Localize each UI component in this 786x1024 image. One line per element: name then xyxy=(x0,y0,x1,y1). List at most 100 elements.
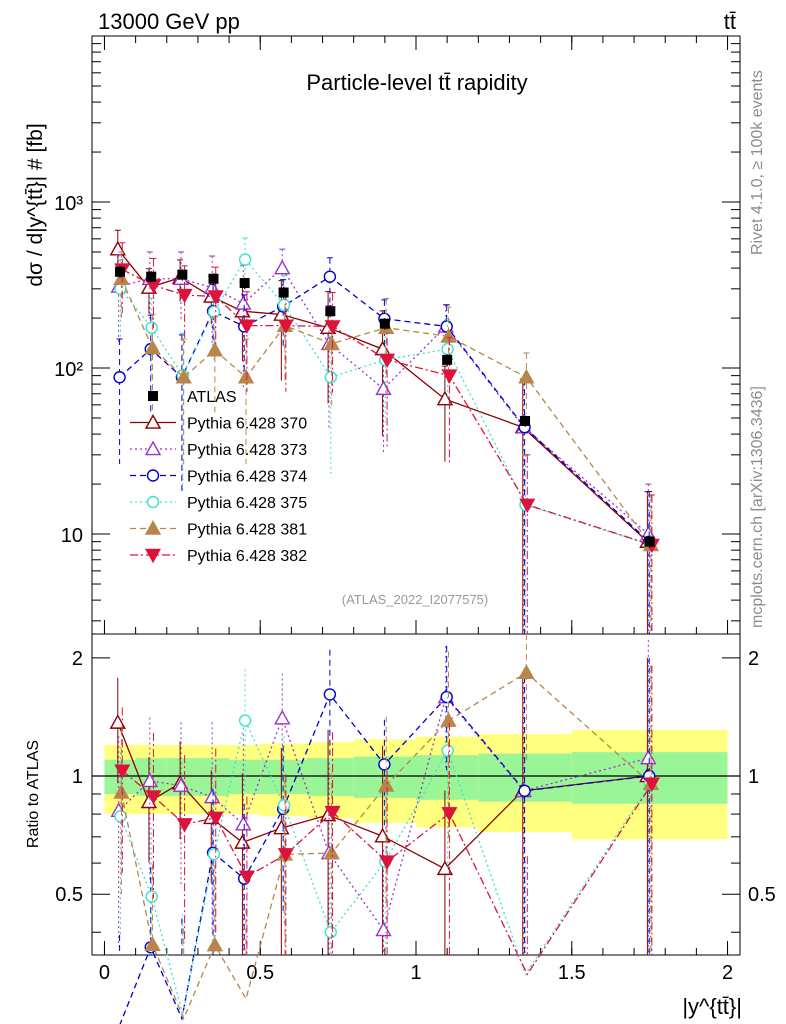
ratio-point xyxy=(441,744,454,757)
ratio-point xyxy=(323,844,340,860)
legend-marker xyxy=(146,469,160,482)
series-6 xyxy=(114,242,660,634)
data-point xyxy=(176,288,193,304)
data-point xyxy=(436,390,454,406)
legend-marker xyxy=(146,495,160,509)
legend-marker xyxy=(148,391,158,401)
ratio-point xyxy=(518,664,535,679)
data-point xyxy=(144,339,161,355)
legend-entry: Pythia 6.428 382 xyxy=(130,548,307,565)
data-point xyxy=(234,302,251,318)
legend-label: Pythia 6.428 381 xyxy=(187,522,307,539)
ratio-band-inner xyxy=(306,758,354,796)
ratio-point xyxy=(436,860,454,876)
data-point xyxy=(518,368,535,384)
atlas-point xyxy=(644,536,655,547)
atlas-point xyxy=(520,415,531,426)
ratio-point xyxy=(323,688,337,701)
data-point xyxy=(519,498,536,514)
data-point xyxy=(323,335,340,351)
data-point xyxy=(277,319,294,334)
data-point xyxy=(324,371,337,384)
ratio-tick-label-right: 2 xyxy=(748,648,759,670)
ratio-tick-label: 0.5 xyxy=(55,884,83,906)
data-point xyxy=(441,342,454,356)
energy-label: 13000 GeV pp xyxy=(98,9,240,34)
y-tick-label: 10² xyxy=(54,359,83,381)
atlas-point xyxy=(442,354,453,365)
legend-label: Pythia 6.428 375 xyxy=(187,495,307,512)
ratio-point xyxy=(114,810,127,823)
series-4 xyxy=(114,237,657,634)
data-point xyxy=(441,369,458,384)
ratio-point xyxy=(114,764,131,779)
ratio-point xyxy=(378,758,391,771)
y-tick-label: 10³ xyxy=(54,193,83,215)
data-point xyxy=(375,380,392,396)
legend-marker xyxy=(144,440,162,456)
data-point xyxy=(277,298,291,312)
data-point xyxy=(207,305,221,319)
x-axis-title: |y^{tt̄}| xyxy=(682,994,742,1019)
ratio-point xyxy=(379,855,396,870)
legend-marker xyxy=(144,520,162,535)
legend-label: Pythia 6.428 370 xyxy=(187,416,307,433)
ratio-axis-title: Ratio to ATLAS xyxy=(25,740,42,848)
legend-marker xyxy=(144,414,162,429)
ratio-point xyxy=(145,790,162,805)
ratio-point xyxy=(518,784,531,798)
chart-title: Particle-level tt̄ rapidity xyxy=(306,70,527,95)
ratio-point xyxy=(324,926,337,939)
y-tick-label: 10 xyxy=(61,525,83,547)
data-point xyxy=(323,270,337,283)
atlas-data xyxy=(115,266,655,548)
ratio-point xyxy=(375,921,392,937)
data-point xyxy=(206,341,224,357)
legend-entry: Pythia 6.428 375 xyxy=(130,495,307,512)
data-point xyxy=(235,294,252,310)
ratio-point xyxy=(145,890,158,903)
data-point xyxy=(145,321,158,334)
data-point xyxy=(324,320,341,335)
ratio-point xyxy=(234,834,251,849)
data-point xyxy=(237,368,255,384)
ratio-point xyxy=(378,777,395,792)
ratio-point xyxy=(144,936,161,951)
main-series-layer xyxy=(109,229,660,634)
atlas-point xyxy=(379,318,390,329)
ratio-point xyxy=(207,848,221,861)
ratio-series-6 xyxy=(114,665,660,976)
legend-entry: ATLAS xyxy=(148,389,237,406)
ratio-tick-label: 2 xyxy=(72,648,83,670)
ratio-point xyxy=(274,709,291,725)
ratio-point xyxy=(113,784,130,799)
ratio-point xyxy=(324,805,341,821)
x-tick-label: 2 xyxy=(722,962,733,984)
atlas-point xyxy=(177,269,188,280)
ratio-point xyxy=(277,848,294,863)
y-axis-title: dσ / d|y^{tt̄}| # [fb] xyxy=(24,123,47,286)
legend: ATLAS Pythia 6.428 370 Pythia 6.428 373 Pyt… xyxy=(130,389,307,565)
atlas-point xyxy=(278,287,289,298)
data-point xyxy=(113,270,130,286)
legend-label: Pythia 6.428 373 xyxy=(187,442,307,459)
atlas-point xyxy=(146,271,157,282)
ratio-point xyxy=(238,870,255,885)
legend-label: ATLAS xyxy=(187,389,237,406)
atlas-point xyxy=(208,273,219,284)
ratio-line xyxy=(118,695,649,932)
ratio-point xyxy=(440,712,457,727)
data-point xyxy=(440,327,457,343)
x-tick-label: 1 xyxy=(410,962,421,984)
data-point xyxy=(238,319,255,334)
data-point xyxy=(113,371,126,384)
ratio-tick-label: 1 xyxy=(72,766,83,788)
ratio-point xyxy=(235,815,252,831)
legend-label: Pythia 6.428 374 xyxy=(187,469,307,486)
legend-entry: Pythia 6.428 373 xyxy=(130,440,307,459)
data-point xyxy=(175,368,192,384)
ratio-point xyxy=(441,807,458,822)
ratio-point xyxy=(206,936,224,952)
atlas-point xyxy=(239,278,250,289)
x-tick-label: 0.5 xyxy=(246,962,274,984)
